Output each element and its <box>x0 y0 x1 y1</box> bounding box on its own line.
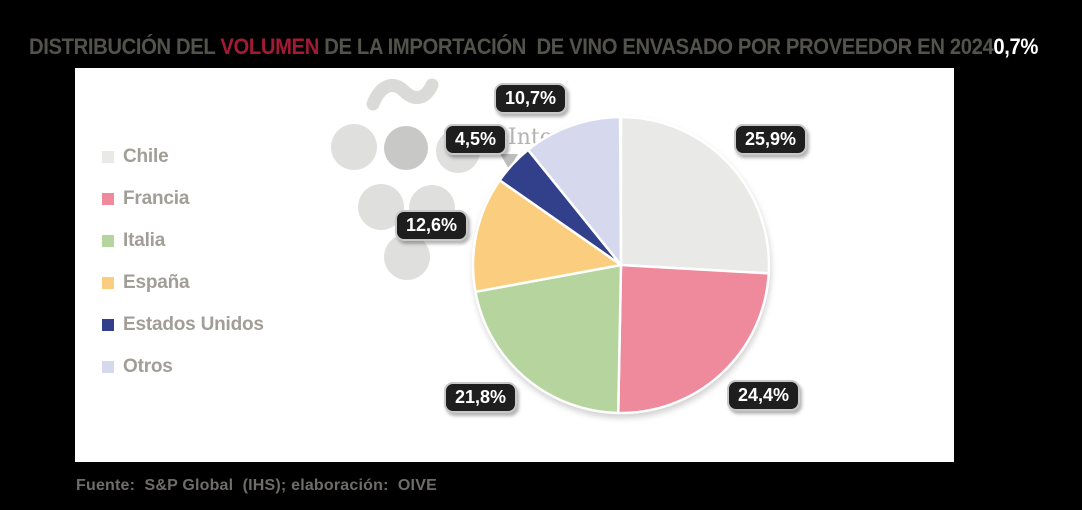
legend: Chile Francia Italia España Estados Unidos Ot… <box>102 136 264 388</box>
pie-slice-otros <box>526 115 623 267</box>
chart-panel: Inte Chile Francia Italia España Estados Uni… <box>75 68 954 462</box>
chart-title: DISTRIBUCIÓN DEL VOLUMEN DE LA IMPORTACI… <box>8 8 1038 86</box>
pie-chart <box>471 115 771 415</box>
pie-label-espana: 12,6% <box>395 210 469 241</box>
legend-label: España <box>123 272 190 293</box>
legend-swatch-icon <box>102 151 114 163</box>
legend-item-españa: España <box>102 262 264 304</box>
legend-swatch-icon <box>102 277 114 289</box>
title-overlay-value: 0,7% <box>993 34 1039 59</box>
legend-item-francia: Francia <box>102 178 264 220</box>
legend-swatch-icon <box>102 319 114 331</box>
pie-slice-italia <box>474 263 623 415</box>
legend-swatch-icon <box>102 235 114 247</box>
source-note: Fuente: S&P Global (IHS); elaboración: O… <box>76 477 437 494</box>
pie-label-otros: 10,7% <box>494 83 568 114</box>
title-part1: DISTRIBUCIÓN DEL <box>29 34 221 59</box>
pie-slice-chile <box>619 115 771 275</box>
grape-circle <box>331 124 377 170</box>
legend-item-italia: Italia <box>102 220 264 262</box>
title-highlight: VOLUMEN <box>220 34 319 59</box>
legend-label: Otros <box>123 356 173 377</box>
grape-stem-icon <box>366 78 439 111</box>
legend-label: Italia <box>123 230 166 251</box>
pie-label-italia: 21,8% <box>444 382 518 413</box>
pie-label-estados-unidos: 4,5% <box>444 124 508 155</box>
legend-item-otros: Otros <box>102 346 264 388</box>
pie-slice-francia <box>616 263 771 415</box>
legend-swatch-icon <box>102 193 114 205</box>
pie-label-chile: 25,9% <box>734 124 808 155</box>
legend-label: Francia <box>123 188 190 209</box>
legend-label: Estados Unidos <box>123 314 264 335</box>
pie-slice-españa <box>471 179 623 294</box>
grape-circle-dark <box>384 126 428 170</box>
legend-item-chile: Chile <box>102 136 264 178</box>
legend-item-estados-unidos: Estados Unidos <box>102 304 264 346</box>
legend-label: Chile <box>123 146 169 167</box>
legend-swatch-icon <box>102 361 114 373</box>
pie-label-francia: 24,4% <box>727 380 801 411</box>
title-part2: DE LA IMPORTACIÓN DE VINO ENVASADO POR P… <box>318 34 994 59</box>
